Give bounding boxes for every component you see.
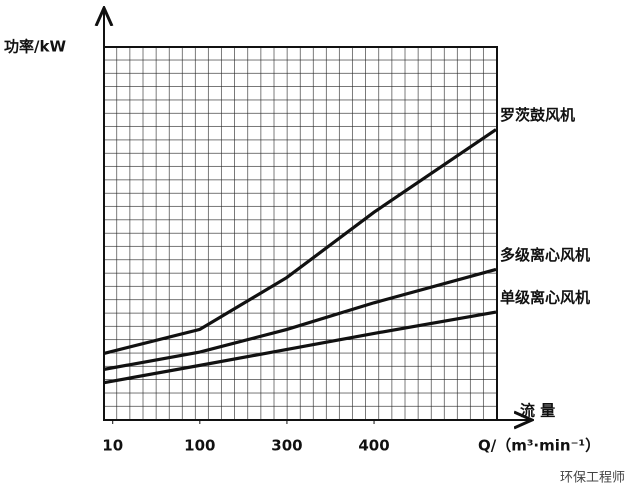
grid [103,46,498,421]
x-tick-label: 400 [358,437,389,455]
x-axis-unit: Q/（m³·min⁻¹） [478,437,600,455]
series-line [103,128,497,355]
watermark: 环保工程师 [560,471,625,486]
series-label: 单级离心风机 [500,289,590,307]
series-label: 多级离心风机 [500,246,590,264]
series-line [103,267,497,371]
x-tick-label: 100 [184,437,215,455]
y-axis-label: 功率/kW [4,38,66,56]
x-tick-label: 300 [271,437,302,455]
series-label: 罗茨鼓风机 [500,106,575,124]
x-tick-label: 10 [102,437,123,455]
series-line [103,310,497,385]
x-axis-label: 流 量 [520,402,555,420]
